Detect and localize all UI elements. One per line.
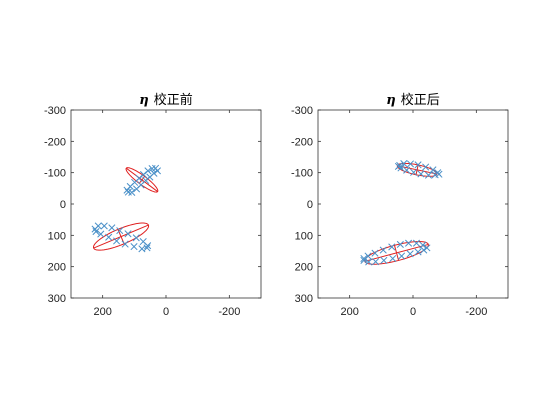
- data-point-marker: [92, 228, 100, 236]
- data-point-marker: [396, 240, 404, 248]
- data-point-marker: [144, 242, 152, 250]
- y-tick-label: -200: [44, 136, 66, 148]
- data-point-marker: [420, 246, 428, 254]
- plot-area: [360, 160, 443, 266]
- data-point-marker: [414, 248, 422, 256]
- data-point-marker: [410, 168, 418, 176]
- y-tick-label: 100: [48, 230, 66, 242]
- data-point-marker: [138, 245, 146, 253]
- axes-frame: [317, 109, 509, 299]
- data-point-marker: [105, 233, 113, 241]
- ellipse-minor-axis-0: [138, 176, 145, 184]
- y-tick-label: -200: [291, 136, 313, 148]
- data-point-marker: [365, 258, 373, 266]
- panel-title: η 校正前: [139, 92, 192, 108]
- y-tick-label: 300: [295, 293, 313, 305]
- data-point-marker: [388, 243, 396, 251]
- data-point-marker: [360, 256, 368, 264]
- data-point-marker: [360, 254, 368, 263]
- data-point-marker: [94, 222, 102, 230]
- x-tick-label: -200: [465, 306, 487, 318]
- x-tick-label: 0: [163, 306, 169, 318]
- title-text: 校正后: [401, 92, 440, 108]
- data-point-marker: [406, 160, 415, 168]
- data-point-marker: [153, 167, 162, 175]
- right-panel-after-correction: -300 -200 -100 0 100 200 300 200 0 -200 η 校正后: [291, 92, 509, 318]
- data-point-marker: [405, 239, 413, 247]
- title-text: 校正前: [154, 92, 193, 108]
- data-point-marker: [100, 222, 108, 230]
- data-point-marker: [372, 258, 380, 266]
- data-point-marker: [424, 171, 433, 179]
- data-point-marker: [132, 234, 140, 242]
- data-point-marker: [144, 167, 152, 175]
- data-point-marker: [403, 166, 411, 174]
- x-tick-label: 0: [410, 306, 416, 318]
- data-point-marker: [406, 250, 414, 258]
- data-point-marker: [417, 170, 425, 178]
- data-point-marker: [380, 256, 388, 264]
- data-point-marker: [389, 254, 397, 263]
- title-symbol: η: [386, 93, 395, 108]
- y-tick-label: 300: [48, 293, 66, 305]
- data-point-marker: [108, 224, 116, 232]
- title-symbol: η: [139, 93, 148, 108]
- y-tick-label: -100: [44, 168, 66, 180]
- y-tick-label: 200: [48, 262, 66, 274]
- y-tick-label: -300: [44, 105, 66, 117]
- data-point-marker: [414, 161, 422, 169]
- data-point-marker: [412, 239, 421, 247]
- data-point-marker: [121, 240, 129, 248]
- data-point-marker: [379, 246, 387, 254]
- data-point-marker: [130, 243, 138, 251]
- data-point-marker: [371, 249, 379, 257]
- panel-title: η 校正后: [386, 92, 439, 108]
- data-point-marker: [97, 230, 105, 238]
- data-point-marker: [116, 227, 124, 235]
- x-tick-label: 200: [340, 306, 358, 318]
- y-tick-label: 0: [60, 199, 66, 211]
- ellipse-minor-axis-1: [394, 245, 400, 261]
- y-tick-label: 100: [295, 230, 313, 242]
- data-point-marker: [398, 252, 406, 260]
- left-panel-before-correction: -300 -200 -100 0 100 200 300 200 0 -200 η 校正前: [44, 92, 262, 318]
- data-point-marker: [422, 163, 430, 171]
- x-tick-label: 200: [93, 306, 111, 318]
- data-point-marker: [394, 162, 402, 170]
- data-point-marker: [429, 166, 437, 174]
- y-tick-label: 200: [295, 262, 313, 274]
- ellipse-minor-axis-0: [415, 164, 419, 175]
- x-tick-label: -200: [218, 306, 240, 318]
- plot-area: [91, 164, 162, 253]
- data-point-marker: [113, 237, 121, 245]
- data-point-marker: [400, 160, 408, 168]
- data-point-marker: [124, 230, 132, 238]
- y-tick-label: -300: [291, 105, 313, 117]
- data-point-marker: [132, 185, 141, 193]
- y-tick-label: -100: [291, 168, 313, 180]
- data-point-marker: [431, 171, 439, 179]
- data-point-marker: [423, 244, 431, 252]
- axes-frame: [70, 109, 262, 299]
- y-tick-label: 0: [307, 199, 313, 211]
